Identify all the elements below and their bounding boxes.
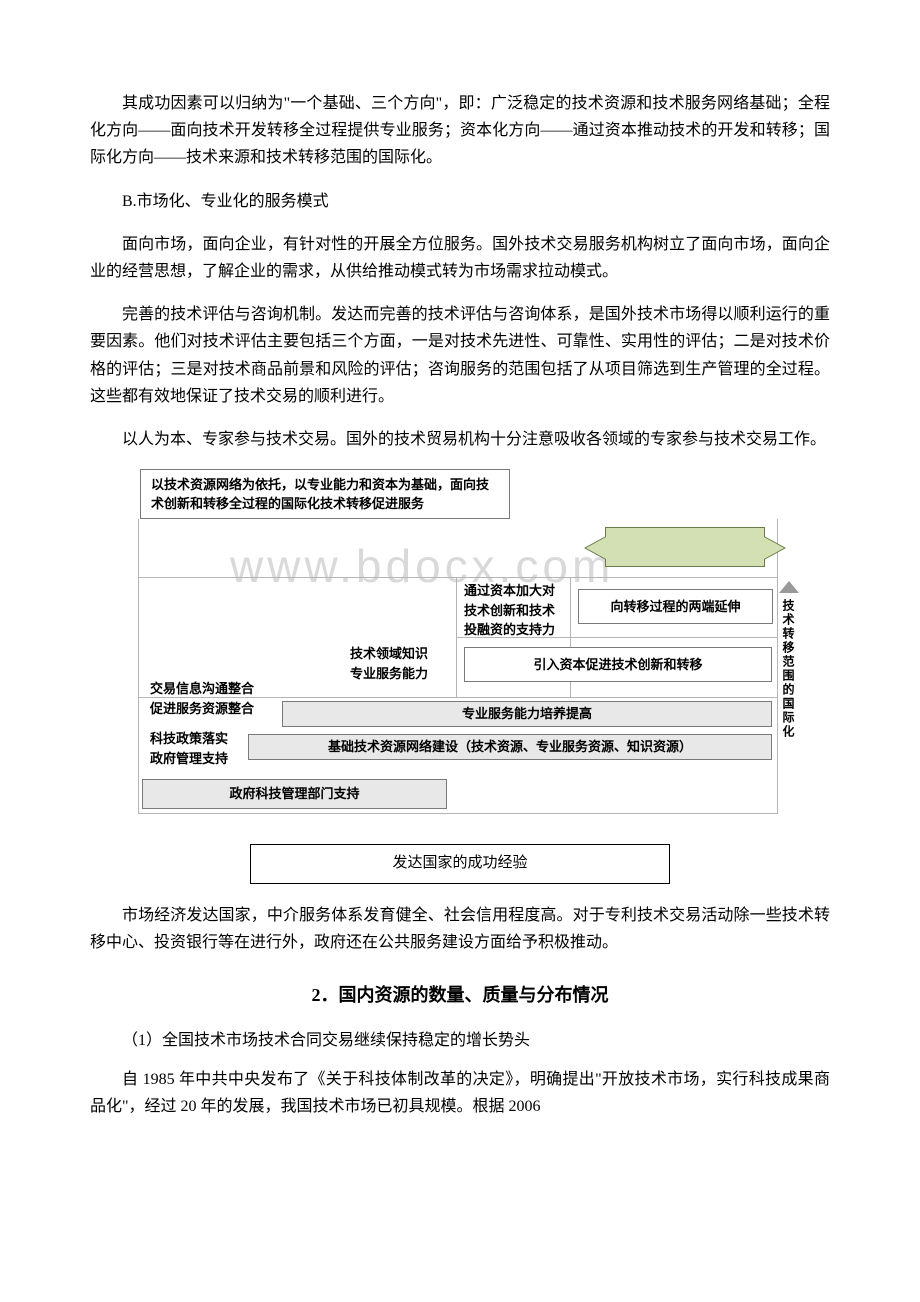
label-line: 促进服务资源整合: [150, 701, 254, 716]
capital-innovation-box: 引入资本促进技术创新和转移: [464, 647, 772, 682]
professional-capability-bar: 专业服务能力培养提高: [282, 701, 772, 727]
diagram-caption-box: 发达国家的成功经验: [250, 844, 670, 884]
vertical-caret-icon: [779, 581, 799, 593]
label-line: 政府管理支持: [150, 751, 228, 766]
paragraph-1: 其成功因素可以归纳为"一个基础、三个方向"，即：广泛稳定的技术资源和技术服务网络…: [90, 90, 830, 172]
policy-support-label: 科技政策落实 政府管理支持: [150, 729, 228, 768]
label-line: 通过资本加大对: [464, 583, 555, 598]
paragraph-3: 面向市场，面向企业，有针对性的开展全方位服务。国外技术交易服务机构树立了面向市场…: [90, 231, 830, 285]
paragraph-5: 以人为本、专家参与技术交易。国外的技术贸易机构十分注意吸收各领域的专家参与技术交…: [90, 426, 830, 453]
paragraph-4: 完善的技术评估与咨询机制。发达而完善的技术评估与咨询体系，是国外技术市场得以顺利…: [90, 301, 830, 410]
paragraph-6: 市场经济发达国家，中介服务体系发育健全、社会信用程度高。对于专利技术交易活动除一…: [90, 902, 830, 956]
diagram-container: www.bdocx.com 以技术资源网络为依托，以专业能力和资本为基础，面向技…: [120, 469, 800, 824]
extend-transfer-box: 向转移过程的两端延伸: [578, 589, 773, 624]
grid-line: [138, 577, 778, 578]
exchange-integration-label: 交易信息沟通整合 促进服务资源整合: [150, 679, 254, 718]
government-support-bar: 政府科技管理部门支持: [142, 779, 447, 809]
paragraph-2: B.市场化、专业化的服务模式: [90, 188, 830, 215]
label-line: 科技政策落实: [150, 731, 228, 746]
foundation-resource-bar: 基础技术资源网络建设（技术资源、专业服务资源、知识资源）: [248, 734, 772, 760]
paragraph-7: 自 1985 年中共中央发布了《关于科技体制改革的决定》，明确提出"开放技术市场…: [90, 1066, 830, 1120]
capital-support-label: 通过资本加大对 技术创新和技术 投融资的支持力: [464, 581, 555, 640]
vertical-international-label: 技术转移范围的国际化: [780, 599, 798, 739]
section-2-title: 2．国内资源的数量、质量与分布情况: [90, 980, 830, 1011]
label-line: 交易信息沟通整合: [150, 681, 254, 696]
subsection-1: （1）全国技术市场技术合同交易继续保持稳定的增长势头: [90, 1027, 830, 1054]
label-line: 专业服务能力: [350, 666, 428, 681]
tech-knowledge-label: 技术领域知识 专业服务能力: [350, 644, 428, 683]
label-line: 技术创新和技术: [464, 603, 555, 618]
label-line: 投融资的支持力: [464, 622, 555, 637]
label-line: 技术领域知识: [350, 646, 428, 661]
block-arrow-shape: [605, 527, 765, 567]
top-summary-box: 以技术资源网络为依托，以专业能力和资本为基础，面向技术创新和转移全过程的国际化技…: [140, 469, 510, 519]
